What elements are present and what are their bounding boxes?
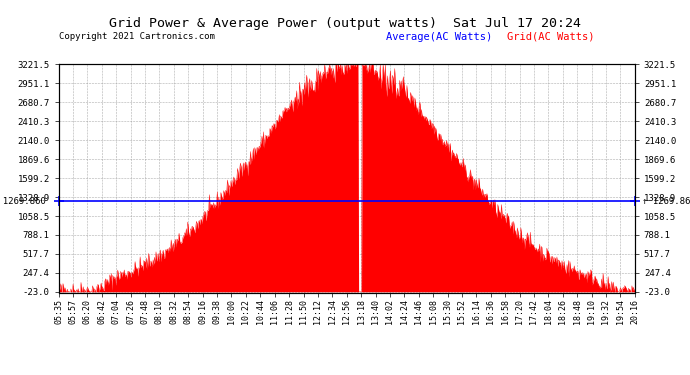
Text: ↑ 1269.860: ↑ 1269.860	[0, 197, 46, 206]
Text: Grid Power & Average Power (output watts)  Sat Jul 17 20:24: Grid Power & Average Power (output watts…	[109, 17, 581, 30]
Text: ↑ 1269.860: ↑ 1269.860	[642, 197, 690, 206]
Text: Grid(AC Watts): Grid(AC Watts)	[507, 32, 595, 42]
Text: Average(AC Watts): Average(AC Watts)	[386, 32, 493, 42]
Text: Copyright 2021 Cartronics.com: Copyright 2021 Cartronics.com	[59, 32, 215, 41]
